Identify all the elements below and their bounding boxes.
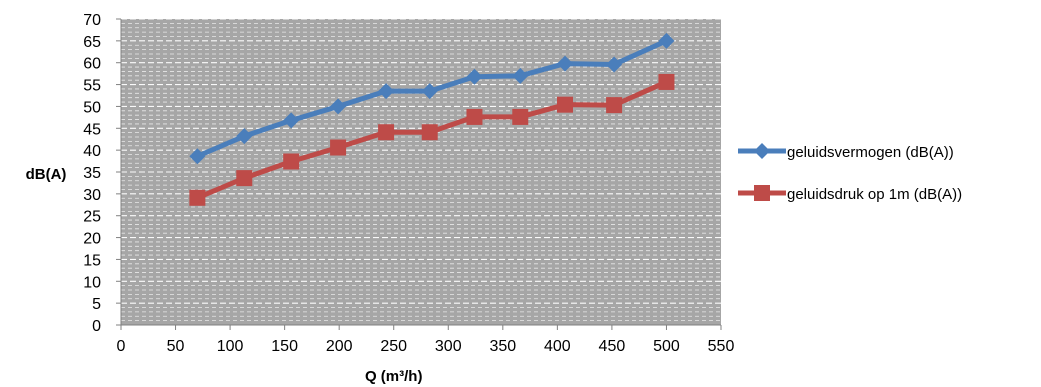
series-geluidsdruk	[189, 73, 675, 206]
data-point-square	[236, 170, 253, 187]
x-axis-title: Q (m³/h)	[365, 368, 423, 385]
x-tick-label: 250	[380, 338, 407, 355]
legend: geluidsvermogen (dB(A)) geluidsdruk op 1…	[738, 143, 962, 203]
y-tick-label: 65	[83, 34, 101, 51]
data-point-square	[283, 153, 300, 170]
x-tick-label: 500	[653, 338, 680, 355]
x-tick-label: 300	[435, 338, 462, 355]
y-tick-label: 35	[83, 165, 101, 182]
series-geluidsvermogen	[189, 32, 675, 165]
x-tick-label: 0	[117, 338, 126, 355]
y-tick-label: 10	[83, 274, 101, 291]
data-point-square	[512, 108, 529, 125]
x-tick-label: 550	[708, 338, 735, 355]
y-tick-label: 15	[83, 252, 101, 269]
legend-item-geluidsvermogen: geluidsvermogen (dB(A))	[738, 143, 954, 161]
y-tick-label: 20	[83, 231, 101, 248]
tick-labels: 0 5 10 15 20 25 30 35 40 45 50 55 60 65 70 0 50 100 150 200…	[83, 12, 734, 355]
legend-label-geluidsdruk: geluidsdruk op 1m (dB(A))	[787, 186, 962, 203]
data-point-diamond	[557, 55, 573, 72]
data-point-diamond	[421, 83, 438, 100]
legend-marker-square	[754, 185, 770, 201]
x-tick-label: 400	[544, 338, 571, 355]
y-tick-label: 50	[83, 99, 101, 116]
axes	[116, 18, 722, 330]
series	[189, 32, 675, 206]
y-tick-label: 25	[83, 209, 101, 226]
data-point-diamond	[283, 112, 300, 129]
data-point-square	[189, 189, 206, 206]
x-tick-label: 50	[167, 338, 185, 355]
y-tick-label: 5	[92, 296, 101, 313]
x-tick-label: 200	[326, 338, 353, 355]
data-point-square	[466, 108, 483, 125]
data-point-square	[557, 96, 573, 113]
data-point-square	[330, 139, 347, 156]
y-tick-label: 30	[83, 187, 101, 204]
data-point-diamond	[466, 68, 483, 85]
legend-item-geluidsdruk: geluidsdruk op 1m (dB(A))	[738, 185, 962, 203]
y-tick-label: 55	[83, 78, 101, 95]
data-point-square	[421, 124, 438, 141]
legend-label-geluidsvermogen: geluidsvermogen (dB(A))	[787, 144, 954, 161]
y-tick-label: 45	[83, 121, 101, 138]
data-point-diamond	[658, 32, 675, 49]
data-point-diamond	[189, 148, 206, 165]
y-tick-label: 40	[83, 143, 101, 160]
x-tick-label: 150	[271, 338, 298, 355]
data-point-diamond	[236, 128, 253, 145]
data-point-square	[378, 124, 395, 141]
x-tick-label: 100	[217, 338, 244, 355]
y-tick-label: 70	[83, 12, 101, 29]
data-point-square	[658, 73, 675, 90]
data-point-square	[606, 97, 623, 114]
x-tick-label: 450	[599, 338, 626, 355]
y-tick-label: 60	[83, 56, 101, 73]
data-point-diamond	[606, 56, 623, 73]
y-axis-title: dB(A)	[26, 166, 67, 183]
data-point-diamond	[378, 83, 395, 100]
data-point-diamond	[330, 98, 347, 115]
legend-marker-diamond	[754, 143, 770, 159]
gridlines	[121, 18, 721, 322]
y-tick-label: 0	[92, 318, 101, 335]
x-tick-label: 350	[489, 338, 516, 355]
data-point-diamond	[512, 67, 529, 84]
